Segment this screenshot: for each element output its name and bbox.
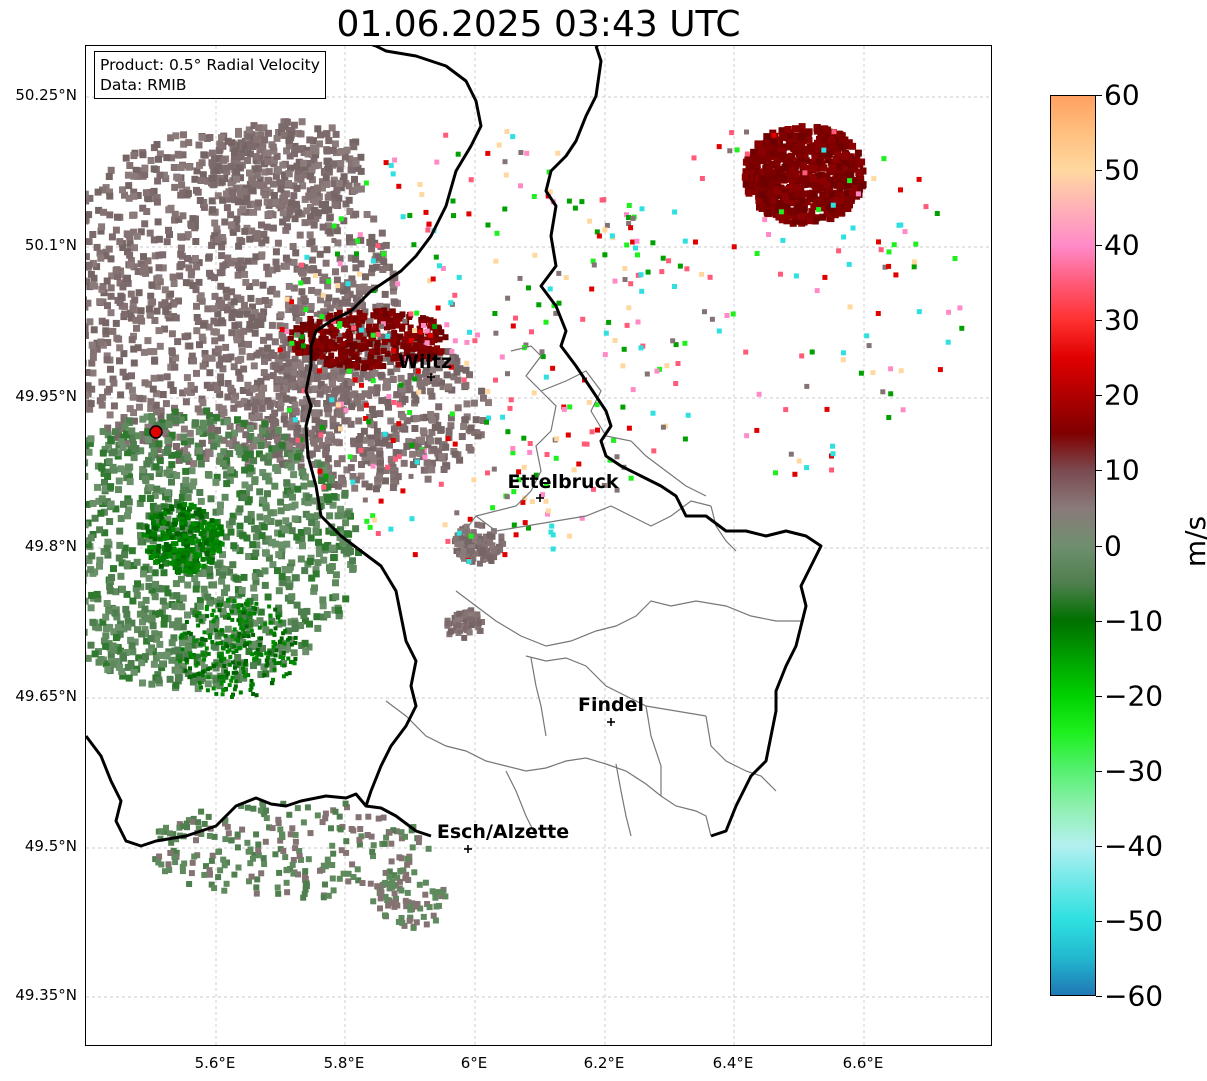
city-label-esch-alzette: Esch/Alzette — [436, 821, 570, 843]
colorbar-unit-label: m/s — [1179, 515, 1207, 568]
lon-tick-label: 6.6°E — [842, 1054, 884, 1072]
colorbar-tick-mark — [1096, 320, 1102, 322]
city-label-ettelbruck: Ettelbruck — [507, 471, 619, 493]
map-canvas — [86, 46, 991, 1045]
colorbar-tick-label: −40 — [1104, 829, 1164, 863]
colorbar-tick-mark — [1096, 545, 1102, 547]
colorbar-tick-label: 0 — [1104, 529, 1122, 562]
colorbar-tick-mark — [1096, 996, 1102, 997]
colorbar-tick-label: −20 — [1104, 679, 1164, 713]
colorbar-tick-mark — [1096, 620, 1102, 622]
lon-tick-label: 5.8°E — [323, 1054, 365, 1072]
city-markers — [427, 373, 615, 853]
lat-tick-label: 49.5°N — [24, 837, 77, 855]
lon-tick-label: 6°E — [460, 1054, 488, 1072]
colorbar-tick-mark — [1096, 695, 1102, 697]
colorbar-tick-mark — [1096, 245, 1102, 247]
colorbar-tick-label: −50 — [1104, 904, 1164, 938]
colorbar-tick-mark — [1096, 770, 1102, 772]
product-info-box: Product: 0.5° Radial Velocity Data: RMIB — [94, 51, 326, 99]
colorbar-tick-label: 40 — [1104, 228, 1140, 262]
radar-echoes — [86, 118, 965, 931]
lat-tick-label: 49.35°N — [15, 986, 77, 1004]
product-line: Product: 0.5° Radial Velocity — [100, 56, 320, 74]
radar-map[interactable] — [85, 45, 992, 1046]
lat-tick-label: 50.1°N — [24, 236, 77, 254]
colorbar-tick-label: 60 — [1104, 78, 1140, 112]
colorbar-tick-mark — [1096, 845, 1102, 847]
city-label-wiltz: Wiltz — [397, 351, 453, 373]
lat-tick-label: 49.8°N — [24, 537, 77, 555]
colorbar-tick-label: 10 — [1104, 453, 1140, 487]
lon-tick-label: 5.6°E — [194, 1054, 236, 1072]
colorbar-tick-label: 50 — [1104, 153, 1140, 187]
colorbar-tick-mark — [1096, 95, 1102, 96]
radar-site-marker-icon — [149, 425, 163, 439]
colorbar-tick-mark — [1096, 920, 1102, 922]
colorbar-tick-label: −10 — [1104, 604, 1164, 638]
colorbar-tick-mark — [1096, 470, 1102, 472]
lat-tick-label: 49.95°N — [15, 387, 77, 405]
lon-tick-label: 6.4°E — [712, 1054, 754, 1072]
map-title: 01.06.2025 03:43 UTC — [336, 4, 741, 45]
lat-tick-label: 49.65°N — [15, 687, 77, 705]
data-source-line: Data: RMIB — [100, 76, 187, 94]
velocity-colorbar — [1050, 95, 1096, 996]
colorbar-tick-mark — [1096, 395, 1102, 397]
commune-borders — [385, 345, 801, 837]
city-label-findel: Findel — [577, 694, 645, 716]
colorbar-tick-mark — [1096, 170, 1102, 172]
lat-tick-label: 50.25°N — [15, 86, 77, 104]
country-borders — [86, 46, 823, 848]
colorbar-tick-label: −30 — [1104, 754, 1164, 788]
colorbar-tick-label: 20 — [1104, 378, 1140, 412]
colorbar-tick-label: −60 — [1104, 979, 1164, 1013]
colorbar-tick-label: 30 — [1104, 303, 1140, 337]
lon-tick-label: 6.2°E — [583, 1054, 625, 1072]
